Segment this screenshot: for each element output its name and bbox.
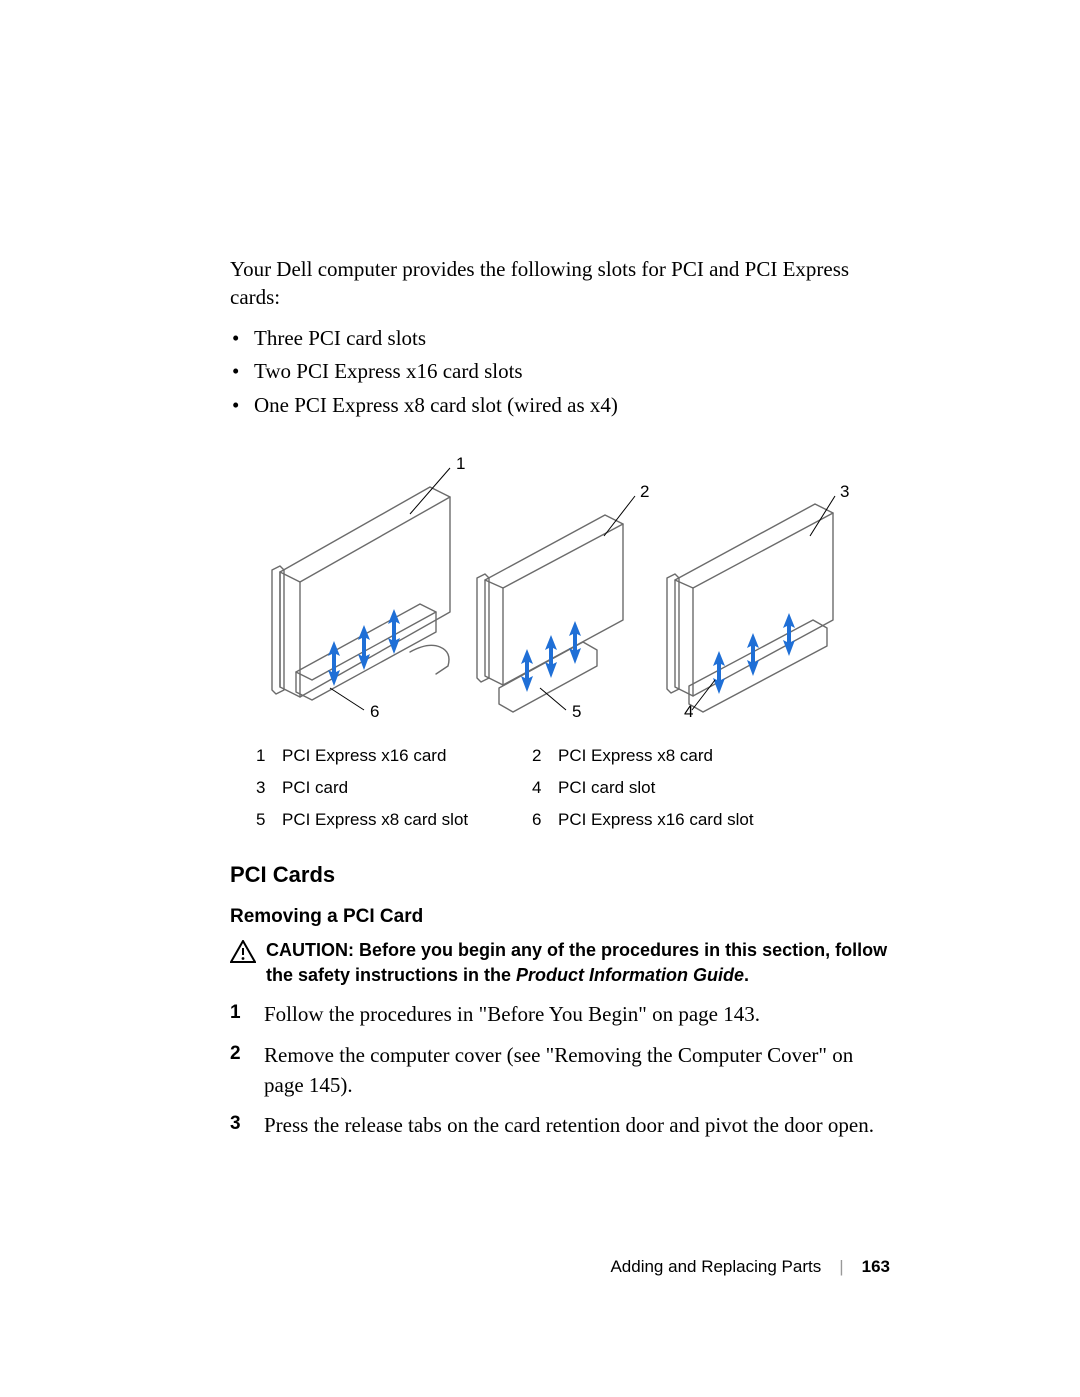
caution-guide: Product Information Guide (516, 965, 744, 985)
legend-num: 3 (256, 778, 282, 798)
legend-num: 5 (256, 810, 282, 830)
diagram-svg (260, 452, 860, 722)
caution-block: CAUTION: Before you begin any of the pro… (230, 938, 890, 987)
step-text: Remove the computer cover (see "Removing… (264, 1040, 890, 1101)
step-item: 1 Follow the procedures in "Before You B… (230, 999, 890, 1029)
step-number: 3 (230, 1110, 250, 1140)
diagram-legend: 1 PCI Express x16 card 2 PCI Express x8 … (256, 746, 890, 830)
step-item: 3 Press the release tabs on the card ret… (230, 1110, 890, 1140)
step-number: 1 (230, 999, 250, 1029)
diagram-container: 1 2 3 6 5 4 (230, 452, 890, 722)
page-number: 163 (862, 1257, 890, 1277)
step-item: 2 Remove the computer cover (see "Removi… (230, 1040, 890, 1101)
caution-icon (230, 940, 256, 969)
step-number: 2 (230, 1040, 250, 1101)
callout-5: 5 (572, 702, 581, 722)
callout-2: 2 (640, 482, 649, 502)
legend-label: PCI card (282, 778, 532, 798)
legend-num: 6 (532, 810, 558, 830)
caution-text: CAUTION: Before you begin any of the pro… (266, 938, 890, 987)
footer-divider: | (839, 1257, 843, 1277)
step-text: Follow the procedures in "Before You Beg… (264, 999, 760, 1029)
callout-1: 1 (456, 454, 465, 474)
legend-label: PCI card slot (558, 778, 808, 798)
callout-4: 4 (684, 702, 693, 722)
legend-label: PCI Express x16 card slot (558, 810, 808, 830)
page-footer: Adding and Replacing Parts | 163 (610, 1257, 890, 1277)
callout-3: 3 (840, 482, 849, 502)
bullet-item: Three PCI card slots (254, 322, 890, 356)
section-heading: PCI Cards (230, 862, 890, 888)
slot-bullet-list: Three PCI card slots Two PCI Express x16… (230, 322, 890, 423)
intro-text: Your Dell computer provides the followin… (230, 255, 890, 312)
caution-label: CAUTION: (266, 940, 354, 960)
manual-page: Your Dell computer provides the followin… (0, 0, 1080, 1397)
legend-num: 1 (256, 746, 282, 766)
callout-6: 6 (370, 702, 379, 722)
legend-label: PCI Express x8 card (558, 746, 808, 766)
procedure-steps: 1 Follow the procedures in "Before You B… (230, 999, 890, 1141)
pci-cards-diagram: 1 2 3 6 5 4 (260, 452, 860, 722)
legend-num: 4 (532, 778, 558, 798)
footer-section: Adding and Replacing Parts (610, 1257, 821, 1277)
bullet-item: One PCI Express x8 card slot (wired as x… (254, 389, 890, 423)
step-text: Press the release tabs on the card reten… (264, 1110, 874, 1140)
bullet-item: Two PCI Express x16 card slots (254, 355, 890, 389)
caution-tail: . (744, 965, 749, 985)
legend-label: PCI Express x8 card slot (282, 810, 532, 830)
legend-num: 2 (532, 746, 558, 766)
legend-label: PCI Express x16 card (282, 746, 532, 766)
subsection-heading: Removing a PCI Card (230, 906, 890, 928)
